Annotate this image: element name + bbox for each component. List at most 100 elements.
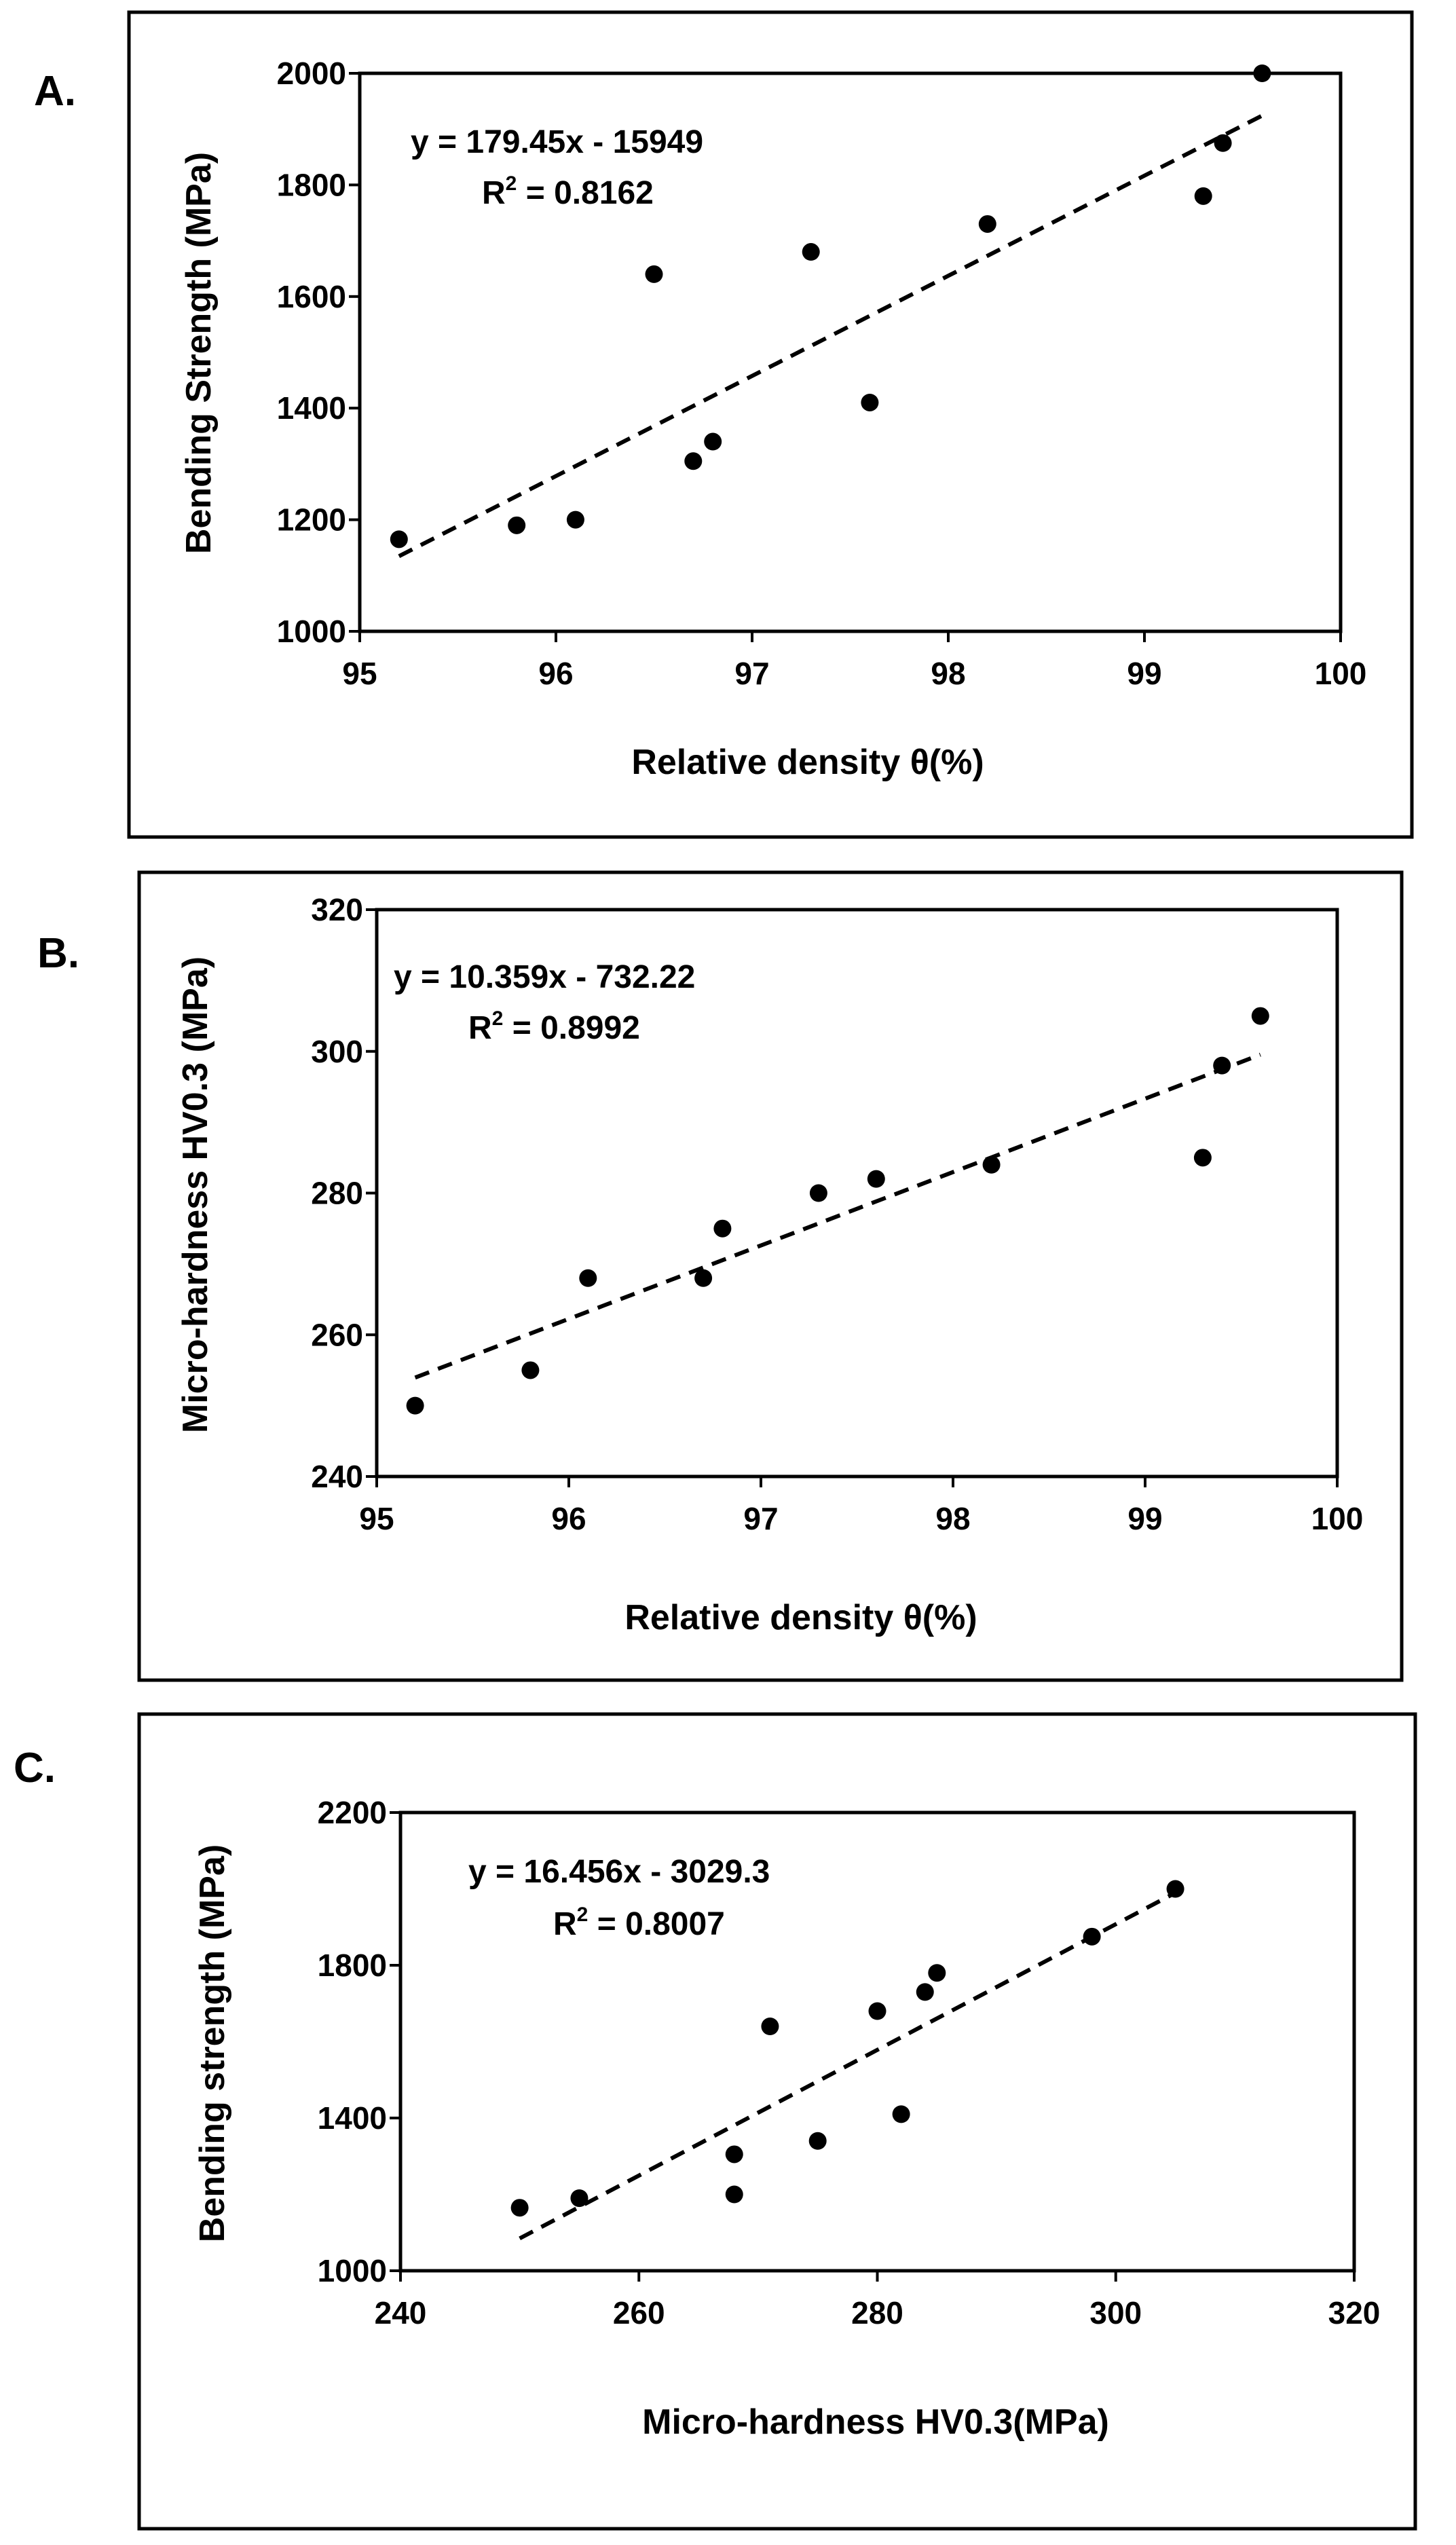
y-tick-label: 1000 <box>277 614 346 649</box>
x-tick-label: 97 <box>743 1501 778 1536</box>
y-axis-label: Bending strength (MPa) <box>193 1844 232 2242</box>
data-point <box>1194 187 1212 205</box>
y-tick-label: 1400 <box>277 390 346 426</box>
r-squared-exponent: 2 <box>506 172 517 195</box>
x-tick-label: 99 <box>1127 656 1161 691</box>
y-tick-label: 1600 <box>277 279 346 314</box>
trendline-equation: y = 10.359x - 732.22 <box>394 959 695 995</box>
y-tick-label: 1800 <box>277 167 346 202</box>
panel-label: B. <box>37 930 79 977</box>
data-point <box>809 1184 827 1202</box>
x-tick-label: 240 <box>375 2295 427 2330</box>
panel-a: A. 95 96 97 98 99 100 1000 1200 1400 1600 1800 2000 R… <box>34 10 1414 839</box>
y-axis-label: Bending Strength (MPa) <box>179 152 219 554</box>
r-squared-exponent: 2 <box>577 1903 589 1926</box>
y-tick-label: 1400 <box>318 2100 387 2136</box>
x-axis-label: Relative density θ(%) <box>631 743 984 782</box>
panel-frame <box>127 10 1414 839</box>
r-squared-prefix: R <box>482 175 506 211</box>
r-squared-prefix: R <box>468 1010 492 1046</box>
data-point <box>725 2185 743 2204</box>
data-point <box>1083 1927 1101 1946</box>
data-point <box>570 2189 589 2208</box>
trendline <box>414 1052 1261 1380</box>
data-point <box>916 1983 934 2001</box>
x-axis-label: Relative density θ(%) <box>624 1598 977 1637</box>
data-point <box>761 2018 779 2035</box>
panel-label: A. <box>34 68 76 115</box>
r-squared-prefix: R <box>553 1906 577 1942</box>
y-axis-label: Micro-hardness HV0.3 (MPa) <box>176 956 215 1433</box>
x-tick-label: 95 <box>342 656 377 691</box>
data-point <box>713 1219 732 1238</box>
data-point <box>802 243 820 261</box>
data-point <box>928 1964 946 1982</box>
data-point <box>892 2105 910 2123</box>
data-point <box>1214 134 1232 152</box>
r-squared-value: = 0.8992 <box>503 1010 640 1046</box>
data-point <box>508 516 526 534</box>
r-squared: R2 = 0.8007 <box>553 1903 725 1942</box>
x-tick-label: 99 <box>1127 1501 1162 1536</box>
data-point <box>1253 64 1271 82</box>
x-tick-label: 97 <box>734 656 769 691</box>
data-point <box>510 2199 529 2217</box>
data-point <box>868 2002 886 2020</box>
data-point <box>1213 1056 1231 1075</box>
y-tick-label: 300 <box>311 1034 363 1069</box>
r-squared-exponent: 2 <box>492 1007 504 1030</box>
data-point <box>1251 1007 1269 1025</box>
x-tick-label: 320 <box>1328 2295 1381 2330</box>
r-squared: R2 = 0.8162 <box>482 172 654 211</box>
data-point <box>566 510 584 529</box>
data-point <box>978 215 996 233</box>
data-point <box>861 393 879 411</box>
trendline <box>398 113 1263 558</box>
y-tick-label: 280 <box>311 1176 363 1211</box>
r-squared: R2 = 0.8992 <box>468 1007 640 1046</box>
data-point <box>406 1396 424 1415</box>
y-tick-label: 1200 <box>277 502 346 538</box>
data-point <box>867 1170 885 1188</box>
x-tick-label: 100 <box>1315 656 1367 691</box>
data-point <box>982 1155 1001 1174</box>
y-tick-label: 1000 <box>318 2253 387 2288</box>
trendline <box>519 1891 1176 2241</box>
data-point <box>694 1269 713 1287</box>
x-tick-label: 300 <box>1089 2295 1142 2330</box>
data-point <box>1193 1149 1212 1167</box>
trendline-equation: y = 179.45x - 15949 <box>411 124 703 160</box>
panel-frame <box>137 870 1404 1682</box>
y-tick-label: 2000 <box>277 56 346 91</box>
plot-area <box>358 71 1343 633</box>
data-point <box>808 2132 827 2150</box>
data-point <box>704 432 722 451</box>
y-tick-label: 2200 <box>318 1795 387 1830</box>
r-squared-value: = 0.8007 <box>588 1906 725 1942</box>
y-tick-label: 260 <box>311 1317 363 1352</box>
data-point <box>521 1361 540 1379</box>
x-axis-label: Micro-hardness HV0.3(MPa) <box>642 2402 1109 2442</box>
data-point <box>725 2145 743 2163</box>
panel-c: C. 240 260 280 300 320 1000 1400 1800 2200 Micro-h… <box>14 1712 1417 2531</box>
r-squared-value: = 0.8162 <box>517 175 654 211</box>
panel-b: B. 95 96 97 98 99 100 240 260 280 300 320 Relative d… <box>37 870 1404 1682</box>
data-point <box>1166 1880 1184 1898</box>
data-point <box>684 452 703 470</box>
x-tick-label: 96 <box>538 656 573 691</box>
x-tick-label: 95 <box>359 1501 394 1536</box>
x-tick-label: 260 <box>613 2295 665 2330</box>
x-tick-label: 98 <box>931 656 965 691</box>
x-tick-label: 100 <box>1311 1501 1364 1536</box>
data-point <box>579 1269 597 1287</box>
x-tick-label: 96 <box>551 1501 586 1536</box>
data-point <box>390 530 408 549</box>
data-point <box>645 265 663 283</box>
y-tick-label: 320 <box>311 892 363 927</box>
panel-label: C. <box>14 1745 56 1791</box>
x-tick-label: 280 <box>851 2295 903 2330</box>
panel-frame <box>137 1712 1417 2531</box>
y-tick-label: 1800 <box>318 1948 387 1983</box>
y-tick-label: 240 <box>311 1459 363 1494</box>
